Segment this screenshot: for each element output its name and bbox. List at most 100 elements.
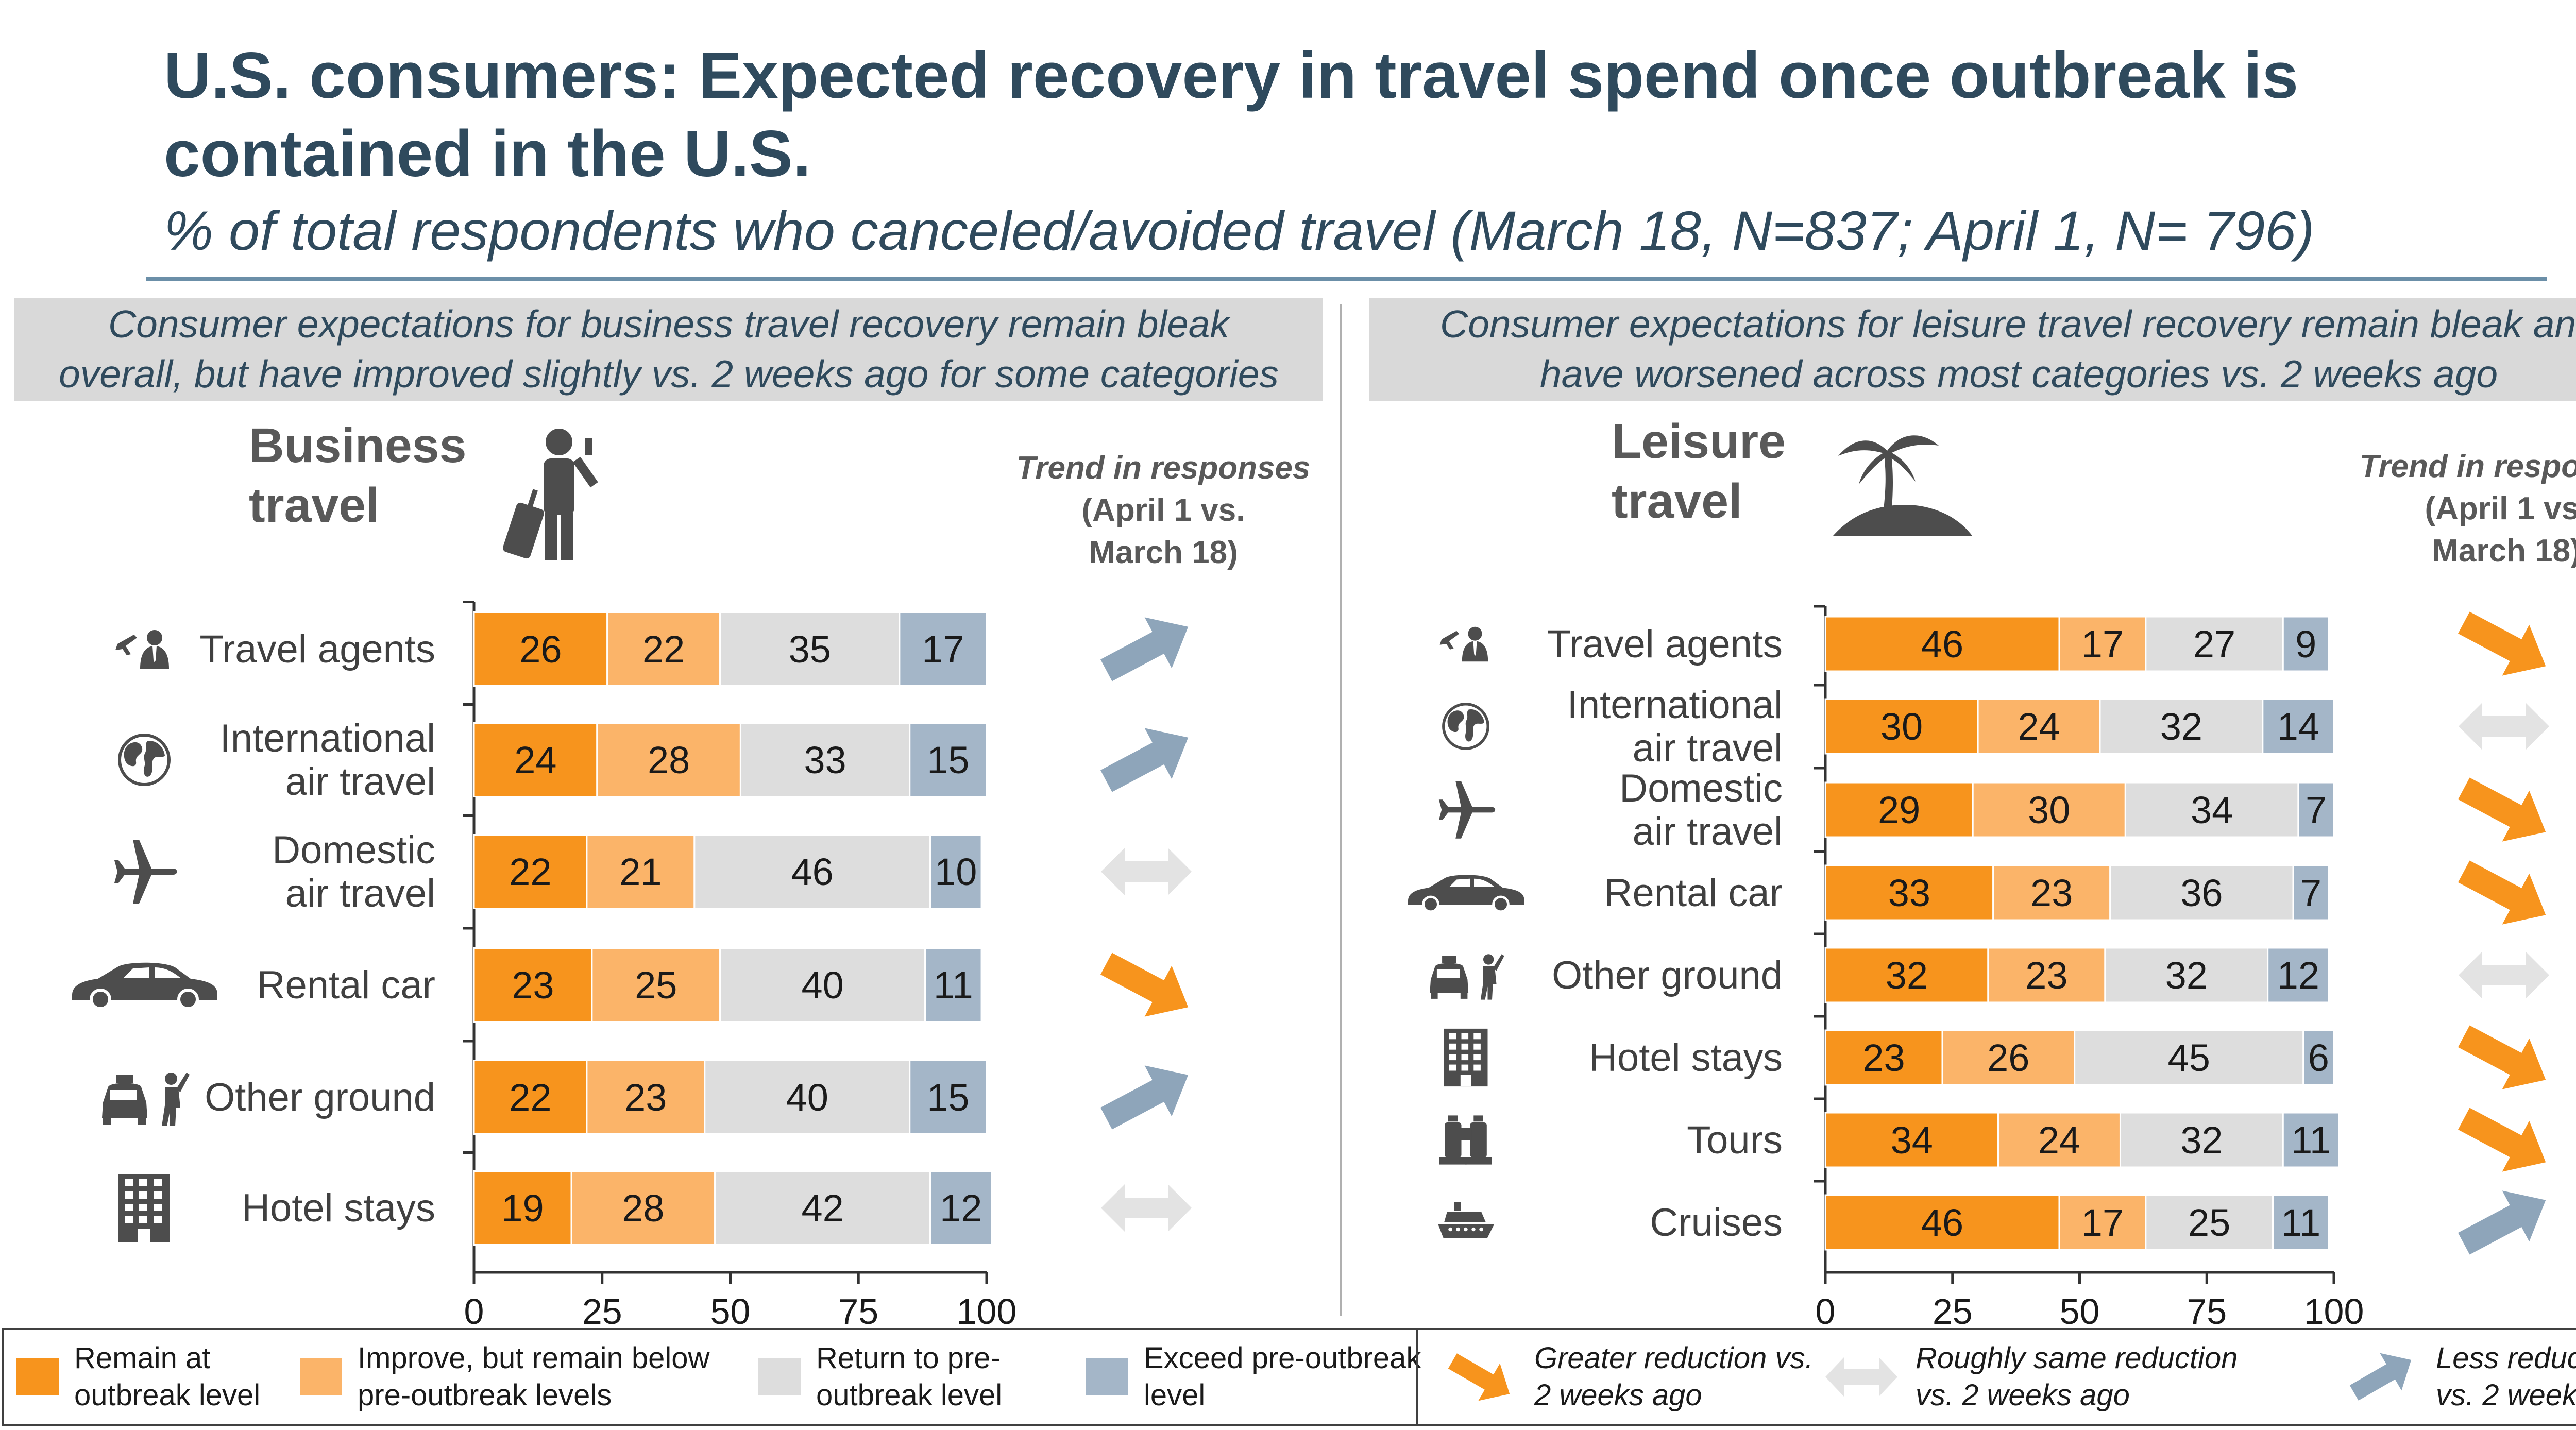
legend-label-exceed: Exceed pre-outbreak level bbox=[1144, 1341, 1421, 1412]
bar-segment-remain bbox=[1824, 864, 1994, 921]
legend-arrow-greater-icon bbox=[1448, 1353, 1510, 1401]
bar-value-label: 22 bbox=[509, 1076, 551, 1119]
car-icon bbox=[72, 962, 217, 1010]
bar-value-label: 40 bbox=[786, 1076, 828, 1119]
category-label: Hotel stays bbox=[1589, 1036, 1783, 1080]
x-tick-label: 75 bbox=[838, 1291, 878, 1332]
bar-segment-improve bbox=[570, 1170, 716, 1246]
bar-value-label: 12 bbox=[940, 1187, 982, 1230]
category-label: Cruises bbox=[1650, 1201, 1783, 1245]
trend-arrow-greater-icon bbox=[1100, 952, 1189, 1017]
bar-segment-return bbox=[2109, 864, 2294, 921]
trend-arrow-same-icon bbox=[2459, 703, 2549, 750]
bar-segment-return bbox=[739, 722, 911, 797]
bar-segment-remain bbox=[1824, 1194, 2060, 1251]
bar-value-label: 11 bbox=[2281, 1201, 2320, 1244]
x-tick-label: 100 bbox=[2304, 1291, 2364, 1332]
island-icon bbox=[1833, 435, 1972, 536]
legend-swatch-exceed bbox=[1086, 1358, 1128, 1395]
bar-segment-exceed bbox=[929, 834, 982, 909]
bar-segment-remain bbox=[1824, 616, 2060, 672]
business-banner-text: Consumer expectations for business trave… bbox=[59, 302, 1279, 396]
x-tick-label: 100 bbox=[957, 1291, 1017, 1332]
category-label: Travel agents bbox=[199, 627, 435, 671]
category-label: International air travel bbox=[220, 717, 435, 804]
bar-segment-return bbox=[2099, 698, 2264, 755]
trend-arrow-greater-icon bbox=[2458, 777, 2546, 842]
bar-value-label: 24 bbox=[2018, 705, 2060, 748]
x-tick-label: 50 bbox=[710, 1291, 751, 1332]
legend-swatch-remain bbox=[16, 1358, 59, 1395]
bar-value-label: 46 bbox=[791, 850, 834, 893]
bar-segment-improve bbox=[2058, 1194, 2147, 1251]
legend-swatch-improve bbox=[300, 1358, 342, 1395]
legend-swatch-return bbox=[758, 1358, 801, 1395]
bar-value-label: 7 bbox=[2300, 872, 2321, 914]
bar-segment-remain bbox=[473, 947, 593, 1023]
category-label: Tours bbox=[1687, 1118, 1783, 1162]
bar-value-label: 19 bbox=[501, 1187, 544, 1230]
bar-segment-remain bbox=[1824, 1112, 1999, 1168]
bar-value-label: 30 bbox=[1880, 705, 1923, 748]
trend-arrow-greater-icon bbox=[2458, 611, 2546, 676]
leisure-title-line1: Leisure bbox=[1612, 414, 1786, 469]
bar-segment-improve bbox=[1987, 947, 2106, 1003]
bar-value-label: 17 bbox=[922, 628, 964, 671]
bar-value-label: 15 bbox=[927, 1076, 969, 1119]
category-label: Hotel stays bbox=[242, 1186, 435, 1230]
hotel-icon bbox=[1444, 1028, 1488, 1087]
title-divider bbox=[146, 277, 2547, 281]
bar-segment-exceed bbox=[924, 947, 982, 1023]
legend-item-remain: Remain at outbreak level bbox=[16, 1330, 311, 1424]
bar-value-label: 9 bbox=[2295, 623, 2316, 666]
legend-label-less: Less reduction vs. 2 weeks ago bbox=[2436, 1341, 2576, 1412]
trend-arrow-less-icon bbox=[1100, 728, 1189, 792]
bar-value-label: 25 bbox=[2188, 1201, 2230, 1244]
trend-arrow-greater-icon bbox=[2458, 860, 2546, 925]
legend-label-greater: Greater reduction vs. 2 weeks ago bbox=[1534, 1341, 1814, 1412]
legend-label-same: Roughly same reduction vs. 2 weeks ago bbox=[1916, 1341, 2238, 1412]
bar-segment-exceed bbox=[899, 611, 988, 687]
bar-segment-improve bbox=[1941, 1029, 2076, 1086]
bar-value-label: 6 bbox=[2308, 1036, 2329, 1079]
bar-segment-remain bbox=[473, 722, 598, 797]
bar-value-label: 32 bbox=[2165, 954, 2208, 997]
leisure-banner-text: Consumer expectations for leisure travel… bbox=[1440, 302, 2576, 396]
globe-icon bbox=[1442, 703, 1489, 750]
bar-segment-exceed bbox=[929, 1170, 993, 1246]
bar-value-label: 32 bbox=[2160, 705, 2202, 748]
bar-segment-exceed bbox=[2262, 698, 2335, 755]
bar-segment-return bbox=[2124, 781, 2299, 838]
bar-value-label: 23 bbox=[1862, 1036, 1905, 1079]
bar-segment-remain bbox=[1824, 1029, 1943, 1086]
trend-arrow-greater-icon bbox=[2458, 1025, 2546, 1089]
trend-arrow-same-icon bbox=[2459, 951, 2549, 999]
bar-segment-exceed bbox=[2282, 616, 2330, 672]
bar-segment-return bbox=[2145, 1194, 2274, 1251]
trend-header-line2: (April 1 vs. bbox=[1081, 492, 1245, 528]
bar-segment-improve bbox=[586, 1060, 706, 1135]
legend-label-return: Return to pre-outbreak level bbox=[816, 1341, 1003, 1412]
trend-arrow-same-icon bbox=[1101, 1184, 1192, 1232]
ship-icon bbox=[1438, 1202, 1495, 1238]
bar-segment-exceed bbox=[2292, 864, 2330, 921]
bar-value-label: 23 bbox=[512, 964, 554, 1007]
legend-label-improve: Improve, but remain below pre-outbreak l… bbox=[358, 1341, 710, 1412]
bar-segment-return bbox=[693, 834, 931, 909]
business-traveler-icon bbox=[503, 429, 598, 560]
bar-value-label: 12 bbox=[2277, 954, 2319, 997]
trend-arrow-less-icon bbox=[1100, 1065, 1189, 1130]
x-tick-label: 0 bbox=[1816, 1291, 1836, 1332]
bar-segment-remain bbox=[1824, 698, 1979, 755]
bar-segment-exceed bbox=[2302, 1029, 2335, 1086]
bar-segment-return bbox=[719, 611, 901, 687]
legend-item-return: Return to pre-outbreak level bbox=[758, 1330, 1105, 1424]
bar-value-label: 26 bbox=[1987, 1036, 2029, 1079]
business-title-line1: Business bbox=[249, 418, 467, 473]
bar-value-label: 17 bbox=[2081, 623, 2124, 666]
bar-segment-return bbox=[704, 1060, 911, 1135]
legend-item-exceed: Exceed pre-outbreak level bbox=[1086, 1330, 1432, 1424]
bar-value-label: 27 bbox=[2193, 623, 2235, 666]
bar-value-label: 46 bbox=[1921, 1201, 1963, 1244]
